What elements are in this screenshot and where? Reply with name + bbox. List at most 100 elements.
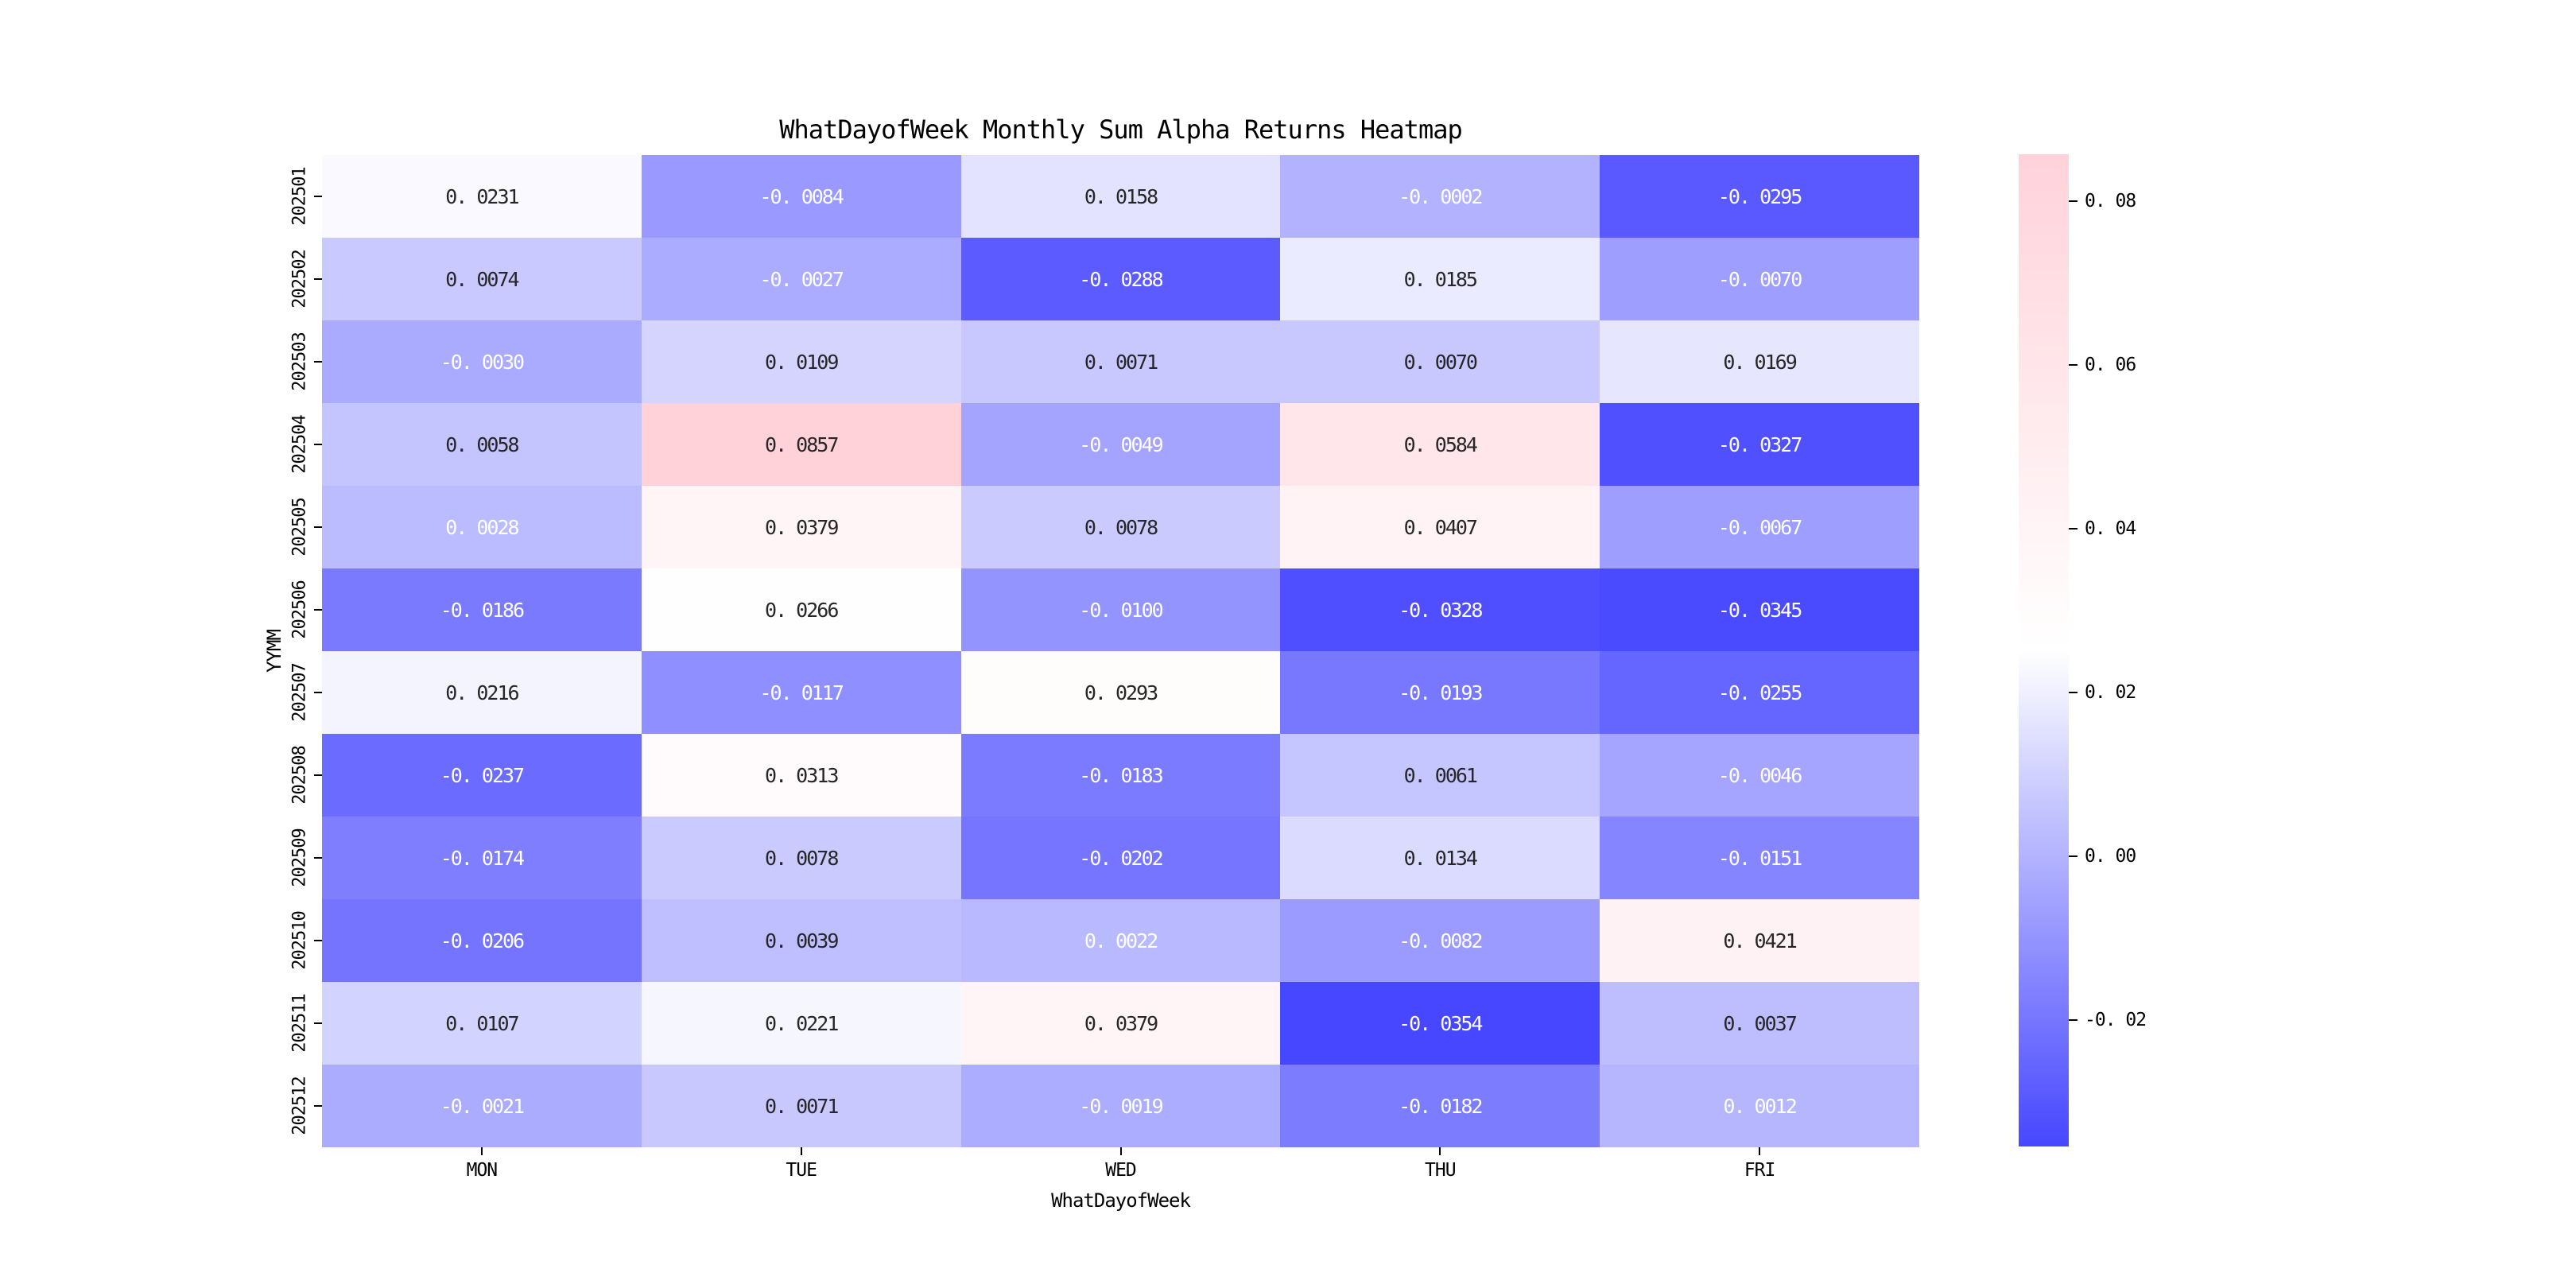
heatmap-cell: -0. 0174 (322, 817, 642, 899)
colorbar-tick-label: 0. 00 (2085, 846, 2136, 867)
heatmap-cell: 0. 0078 (641, 817, 961, 899)
colorbar (2019, 154, 2069, 1146)
y-tick-mark (314, 692, 322, 693)
heatmap-cell: 0. 0070 (1280, 320, 1600, 403)
colorbar-tick-mark (2069, 855, 2077, 858)
chart-title: WhatDayofWeek Monthly Sum Alpha Returns … (779, 114, 1462, 145)
heatmap-cell: -0. 0049 (960, 403, 1281, 486)
x-tick-mark (1119, 1147, 1122, 1155)
y-tick-label: 202510 (289, 911, 310, 970)
y-tick-mark (314, 444, 322, 445)
colorbar-tick-label: 0. 02 (2085, 682, 2136, 704)
heatmap-cell: 0. 0313 (641, 734, 961, 817)
y-tick-mark (314, 361, 322, 363)
heatmap-cell: 0. 0109 (641, 320, 961, 403)
heatmap-cell: -0. 0084 (641, 155, 961, 238)
heatmap-cell: -0. 0027 (641, 238, 961, 320)
y-tick-label: 202502 (289, 250, 310, 308)
heatmap-cell: -0. 0046 (1600, 734, 1919, 817)
heatmap-cell: 0. 0584 (1280, 403, 1600, 486)
heatmap-cell: 0. 0266 (641, 568, 961, 651)
heatmap-cell: -0. 0186 (322, 568, 642, 651)
y-tick-mark (314, 526, 322, 528)
heatmap-cell: 0. 0107 (322, 982, 642, 1065)
y-tick-label: 202506 (289, 580, 310, 639)
y-tick-mark (314, 857, 322, 859)
x-tick-label: MON (466, 1160, 499, 1181)
y-tick-label: 202511 (289, 994, 310, 1053)
heatmap-cell: 0. 0158 (960, 155, 1281, 238)
heatmap-cell: -0. 0295 (1600, 155, 1919, 238)
heatmap-cell: 0. 0028 (322, 486, 642, 568)
colorbar-tick-label: 0. 08 (2085, 190, 2136, 211)
heatmap-cell: 0. 0231 (322, 155, 642, 238)
x-tick-mark (1759, 1147, 1761, 1155)
y-tick-mark (314, 278, 322, 280)
heatmap-cell: 0. 0037 (1600, 982, 1919, 1065)
x-tick-label: FRI (1744, 1160, 1776, 1181)
heatmap-cell: 0. 0078 (960, 486, 1281, 568)
heatmap-cell: -0. 0100 (960, 568, 1281, 651)
heatmap-cell: 0. 0293 (960, 651, 1281, 734)
y-tick-label: 202505 (289, 498, 310, 557)
heatmap-cell: -0. 0202 (960, 817, 1281, 899)
heatmap-cell: -0. 0002 (1280, 155, 1600, 238)
y-tick-mark (314, 609, 322, 611)
colorbar-tick-mark (2069, 200, 2077, 202)
heatmap-cell: 0. 0039 (641, 899, 961, 982)
heatmap-cell: -0. 0019 (960, 1065, 1281, 1147)
heatmap-cell: 0. 0058 (322, 403, 642, 486)
heatmap-cell: -0. 0070 (1600, 238, 1919, 320)
heatmap-cell: -0. 0354 (1280, 982, 1600, 1065)
heatmap-cell: 0. 0379 (641, 486, 961, 568)
colorbar-tick-mark (2069, 1019, 2077, 1022)
colorbar-tick-mark (2069, 363, 2077, 366)
heatmap-cell: -0. 0255 (1600, 651, 1919, 734)
heatmap-cell: 0. 0421 (1600, 899, 1919, 982)
y-tick-mark (314, 774, 322, 776)
heatmap-cell: 0. 0071 (960, 320, 1281, 403)
heatmap-cell: -0. 0328 (1280, 568, 1600, 651)
heatmap-cell: 0. 0012 (1600, 1065, 1919, 1147)
heatmap-cell: 0. 0074 (322, 238, 642, 320)
x-tick-label: WED (1105, 1160, 1137, 1181)
y-tick-mark (314, 940, 322, 941)
heatmap-cell: 0. 0216 (322, 651, 642, 734)
y-tick-label: 202512 (289, 1077, 310, 1135)
y-tick-label: 202509 (289, 828, 310, 887)
heatmap-cell: -0. 0082 (1280, 899, 1600, 982)
heatmap-cell: -0. 0182 (1280, 1065, 1600, 1147)
y-tick-mark (314, 1022, 322, 1024)
colorbar-tick-mark (2069, 527, 2077, 530)
y-tick-label: 202503 (289, 332, 310, 391)
x-tick-mark (1439, 1147, 1441, 1155)
heatmap-cell: 0. 0061 (1280, 734, 1600, 817)
heatmap-cell: 0. 0169 (1600, 320, 1919, 403)
heatmap-cell: 0. 0407 (1280, 486, 1600, 568)
x-tick-mark (800, 1147, 802, 1155)
heatmap-cell: -0. 0117 (641, 651, 961, 734)
x-tick-label: TUE (786, 1160, 817, 1181)
y-tick-mark (314, 196, 322, 197)
heatmap-cell: -0. 0206 (322, 899, 642, 982)
y-tick-mark (314, 1105, 322, 1107)
heatmap-cell: -0. 0021 (322, 1065, 642, 1147)
x-tick-mark (480, 1147, 483, 1155)
heatmap-cell: 0. 0857 (641, 403, 961, 486)
y-tick-label: 202501 (289, 167, 310, 226)
y-tick-label: 202508 (289, 746, 310, 805)
heatmap-cell: -0. 0067 (1600, 486, 1919, 568)
heatmap-cell: 0. 0071 (641, 1065, 961, 1147)
colorbar-tick-label: -0. 02 (2085, 1010, 2147, 1031)
colorbar-tick-label: 0. 04 (2085, 518, 2136, 539)
heatmap-cell: -0. 0183 (960, 734, 1281, 817)
heatmap-cell: 0. 0221 (641, 982, 961, 1065)
y-axis-title: YYMM (263, 630, 285, 673)
heatmap-cell: -0. 0327 (1600, 403, 1919, 486)
heatmap-cell: -0. 0193 (1280, 651, 1600, 734)
y-tick-label: 202507 (289, 663, 310, 722)
heatmap-cell: -0. 0288 (960, 238, 1281, 320)
x-tick-label: THU (1425, 1160, 1457, 1181)
heatmap-cell: -0. 0237 (322, 734, 642, 817)
